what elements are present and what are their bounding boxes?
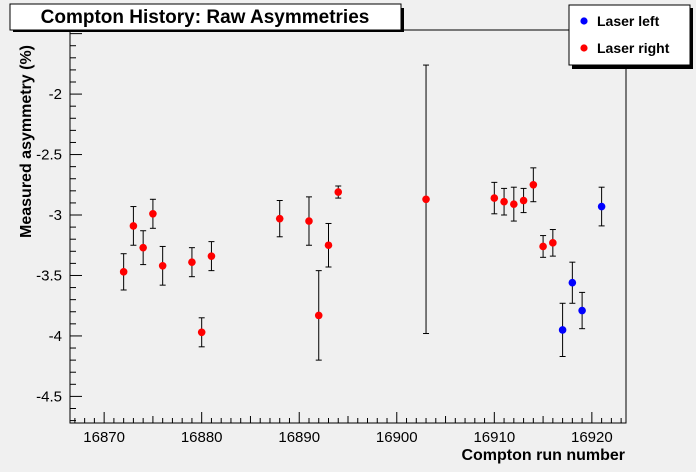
y-tick-label: -2 bbox=[49, 86, 62, 103]
data-point-laser-right bbox=[519, 196, 528, 205]
y-tick-label: -4.5 bbox=[36, 388, 62, 405]
plot-area bbox=[69, 29, 627, 424]
data-point-laser-right bbox=[324, 241, 333, 250]
data-point-laser-right bbox=[490, 194, 499, 202]
data-point-laser-right bbox=[158, 262, 167, 270]
y-tick-label: -2.5 bbox=[36, 147, 62, 164]
data-marks-layer bbox=[119, 64, 606, 361]
data-point-laser-right bbox=[510, 200, 518, 208]
data-point-laser-right bbox=[529, 180, 538, 189]
data-point-laser-right bbox=[188, 258, 196, 266]
legend-marker-laser-left bbox=[580, 17, 588, 25]
data-point-laser-right bbox=[549, 239, 557, 247]
legend-label-laser-left: Laser left bbox=[597, 13, 660, 29]
data-point-laser-right bbox=[422, 195, 430, 204]
data-point-laser-right bbox=[197, 328, 206, 337]
data-point-laser-right bbox=[149, 210, 157, 218]
data-point-laser-right bbox=[129, 222, 138, 230]
data-point-laser-right bbox=[539, 242, 547, 251]
chart-title: Compton History: Raw Asymmetries bbox=[41, 7, 370, 28]
legend-label-laser-right: Laser right bbox=[597, 40, 670, 56]
data-point-laser-right bbox=[275, 214, 284, 223]
data-point-laser-left bbox=[568, 278, 577, 287]
x-axis-title: Compton run number bbox=[461, 447, 625, 464]
x-tick-label: 16920 bbox=[571, 429, 613, 446]
data-point-laser-right bbox=[305, 217, 313, 225]
x-tick-label: 16900 bbox=[376, 429, 418, 446]
y-tick-label: -3 bbox=[49, 207, 62, 224]
title-box bbox=[9, 3, 402, 31]
y-axis-title: Measured asymmetry (%) bbox=[18, 45, 35, 238]
x-tick-label: 16880 bbox=[181, 429, 223, 446]
data-point-laser-right bbox=[119, 268, 128, 276]
data-point-laser-left bbox=[558, 326, 567, 334]
data-point-laser-right bbox=[207, 252, 216, 260]
y-tick-label: -4 bbox=[49, 328, 62, 345]
data-point-laser-right bbox=[500, 197, 508, 206]
legend-marker-laser-right bbox=[580, 44, 588, 52]
data-point-laser-right bbox=[334, 188, 343, 196]
y-tick-label: -3.5 bbox=[36, 267, 62, 284]
data-point-laser-right bbox=[139, 243, 147, 252]
x-tick-label: 16910 bbox=[473, 429, 515, 446]
data-point-laser-left bbox=[578, 306, 586, 315]
x-tick-label: 16890 bbox=[278, 429, 320, 446]
axes-layer: 16870 16880 16890 16900 16910 16920 -2 -2.5 -3 -3… bbox=[36, 33, 622, 446]
x-tick-label: 16870 bbox=[83, 429, 125, 446]
legend-box bbox=[568, 4, 691, 66]
data-point-laser-right bbox=[314, 311, 323, 320]
data-point-laser-left bbox=[597, 202, 606, 211]
